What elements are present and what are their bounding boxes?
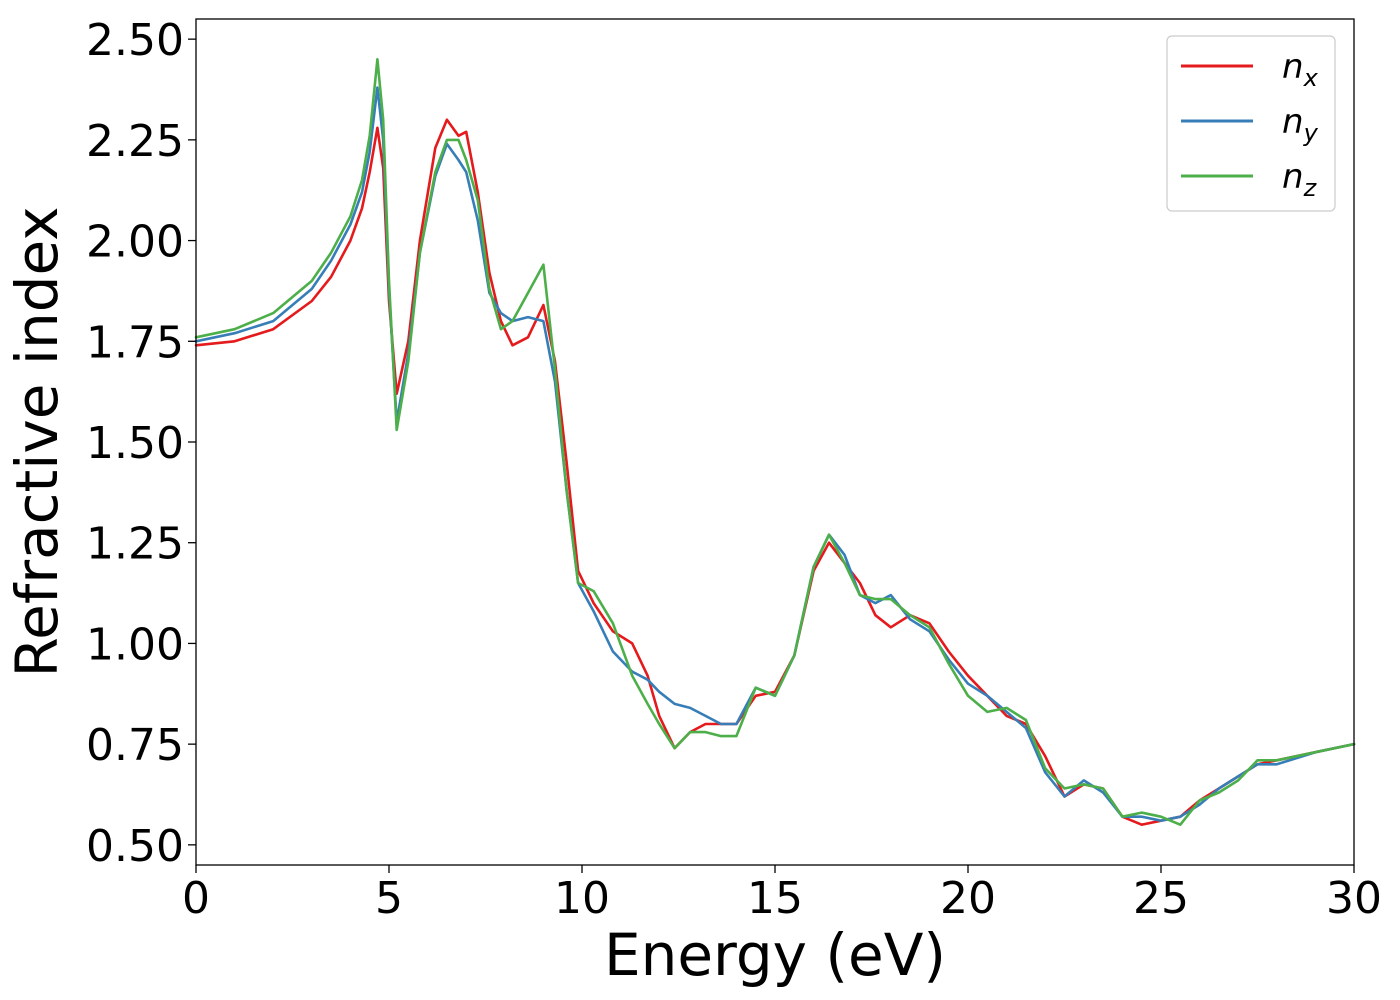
x-tick-label: 25	[1133, 873, 1189, 924]
x-tick-label: 0	[182, 873, 210, 924]
x-tick-label: 30	[1326, 873, 1382, 924]
x-tick-label: 5	[375, 873, 403, 924]
series-layer	[194, 57, 1356, 827]
series-line-n-y	[194, 86, 1356, 823]
x-tick-label: 15	[747, 873, 803, 924]
y-tick-label: 1.50	[86, 418, 184, 469]
legend-label-n-z: nz	[1282, 157, 1318, 202]
y-tick-label: 1.25	[86, 519, 184, 570]
y-axis-title: Refractive index	[3, 206, 71, 677]
x-tick-label: 10	[554, 873, 610, 924]
series-line-n-z	[194, 57, 1356, 827]
y-tick-label: 0.75	[86, 720, 184, 771]
legend-box	[1166, 35, 1336, 212]
legend-label-n-x: nx	[1282, 47, 1319, 92]
y-tick-label: 2.25	[86, 116, 184, 167]
y-axis: 0.50 0.75 1.00 1.25 1.50 1.75 2.00 2.25 2.50	[86, 15, 196, 872]
x-axis-title: Energy (eV)	[604, 921, 946, 989]
x-axis: 0 5 10 15 20 25 30	[182, 865, 1382, 924]
series-line-n-x	[194, 118, 1356, 827]
y-tick-label: 1.75	[86, 317, 184, 368]
legend: nx ny nz	[1166, 35, 1336, 212]
y-tick-label: 2.50	[86, 15, 184, 66]
x-tick-label: 20	[940, 873, 996, 924]
y-tick-label: 1.00	[86, 619, 184, 670]
y-tick-label: 2.00	[86, 217, 184, 268]
y-tick-label: 0.50	[86, 821, 184, 872]
legend-label-n-y: ny	[1282, 102, 1319, 147]
